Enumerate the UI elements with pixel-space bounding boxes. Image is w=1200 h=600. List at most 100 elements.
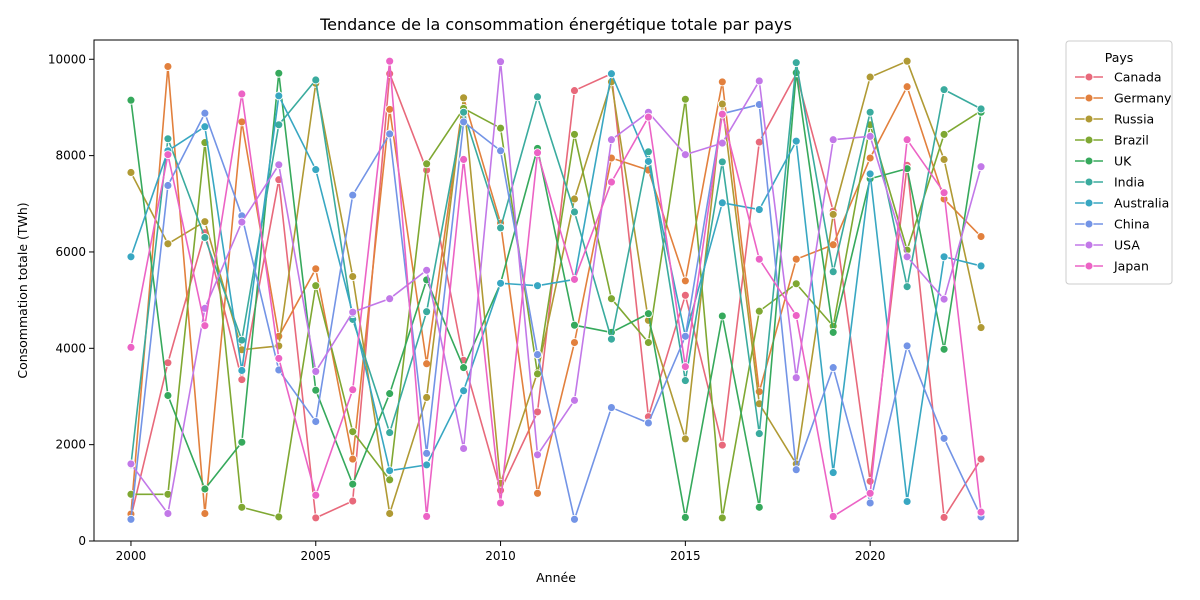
series-line-usa: [130, 60, 982, 515]
data-point: [533, 148, 542, 158]
data-point: [570, 207, 579, 217]
data-point: [680, 512, 690, 522]
data-point: [976, 507, 986, 517]
data-point: [754, 429, 764, 439]
data-point: [680, 290, 690, 300]
data-point: [126, 252, 136, 262]
legend-label: Russia: [1114, 112, 1154, 127]
data-point: [791, 136, 801, 146]
data-point: [496, 123, 506, 133]
data-point: [311, 264, 321, 274]
data-point: [570, 320, 579, 330]
axes: 2000 2005 2010 2015 2020 0 2000 4000 6000 8000 100…: [48, 39, 1019, 563]
data-point: [237, 335, 247, 345]
y-tick-label: 4000: [55, 341, 86, 355]
data-point: [126, 95, 136, 105]
data-point: [828, 468, 838, 478]
data-point: [606, 177, 616, 187]
data-point: [533, 407, 542, 417]
data-point: [570, 395, 579, 405]
data-point: [570, 514, 579, 524]
series-germany: [126, 62, 986, 519]
data-point: [348, 479, 358, 489]
data-point: [163, 239, 173, 249]
data-point: [791, 311, 801, 320]
legend-item-india: India: [1075, 175, 1145, 190]
data-point: [976, 261, 986, 271]
legend-label: Germany: [1114, 91, 1172, 106]
data-point: [385, 389, 395, 399]
data-point: [865, 488, 875, 498]
data-point: [237, 366, 247, 375]
x-tick-label: 2020: [855, 549, 886, 563]
legend-item-uk: UK: [1075, 154, 1132, 169]
data-point: [680, 94, 690, 104]
series-layer: [126, 56, 986, 524]
data-point: [828, 511, 838, 521]
legend-label: UK: [1114, 154, 1132, 169]
data-point: [717, 99, 727, 109]
data-point: [459, 386, 469, 396]
data-point: [274, 68, 284, 78]
data-point: [939, 512, 949, 522]
data-point: [496, 57, 506, 67]
data-point: [865, 498, 875, 508]
data-point: [828, 267, 838, 277]
data-point: [237, 437, 247, 447]
data-point: [200, 509, 210, 518]
series-brazil: [126, 94, 986, 523]
data-point: [126, 514, 136, 524]
data-point: [828, 240, 838, 250]
legend-item-canada: Canada: [1075, 70, 1162, 85]
series-line-australia: [130, 72, 982, 503]
series-japan: [126, 56, 986, 521]
series-line-germany: [130, 65, 982, 515]
data-point: [865, 131, 875, 141]
legend-label: Brazil: [1114, 133, 1149, 148]
data-point: [717, 198, 727, 208]
data-point: [643, 112, 653, 122]
y-tick-label: 0: [78, 534, 86, 548]
data-point: [939, 129, 949, 139]
data-point: [828, 209, 838, 219]
data-point: [163, 181, 173, 190]
data-point: [163, 391, 173, 400]
data-point: [865, 72, 875, 82]
legend-swatch-marker: [1084, 93, 1094, 103]
data-point: [385, 294, 395, 304]
legend-item-china: China: [1075, 217, 1150, 232]
data-point: [754, 502, 764, 512]
data-point: [533, 488, 542, 498]
data-point: [200, 484, 210, 494]
data-point: [422, 359, 432, 369]
data-point: [717, 440, 727, 450]
legend-swatch-marker: [1084, 114, 1094, 124]
data-point: [385, 56, 395, 66]
legend: Pays Canada Germany Russia Brazil UK India Aus…: [1065, 40, 1173, 285]
data-point: [126, 168, 136, 177]
legend-title: Pays: [1105, 50, 1134, 65]
data-point: [274, 512, 284, 522]
data-point: [385, 104, 395, 114]
legend-item-germany: Germany: [1075, 91, 1172, 106]
data-point: [976, 323, 986, 333]
data-point: [200, 233, 210, 242]
data-point: [385, 509, 395, 518]
data-point: [976, 454, 986, 464]
data-point: [385, 428, 395, 438]
data-point: [311, 75, 321, 85]
data-point: [422, 392, 432, 402]
data-point: [976, 104, 986, 114]
data-point: [606, 334, 616, 344]
plot-frame: [93, 39, 1019, 542]
data-point: [422, 159, 432, 169]
y-axis-label: Consommation totale (TWh): [15, 202, 30, 378]
series-line-brazil: [130, 98, 982, 519]
x-tick-label: 2005: [300, 549, 331, 563]
series-line-china: [130, 103, 982, 521]
data-point: [163, 150, 173, 160]
data-point: [902, 341, 912, 351]
data-point: [237, 375, 247, 385]
data-point: [939, 433, 949, 443]
x-tick-label: 2015: [670, 549, 701, 563]
